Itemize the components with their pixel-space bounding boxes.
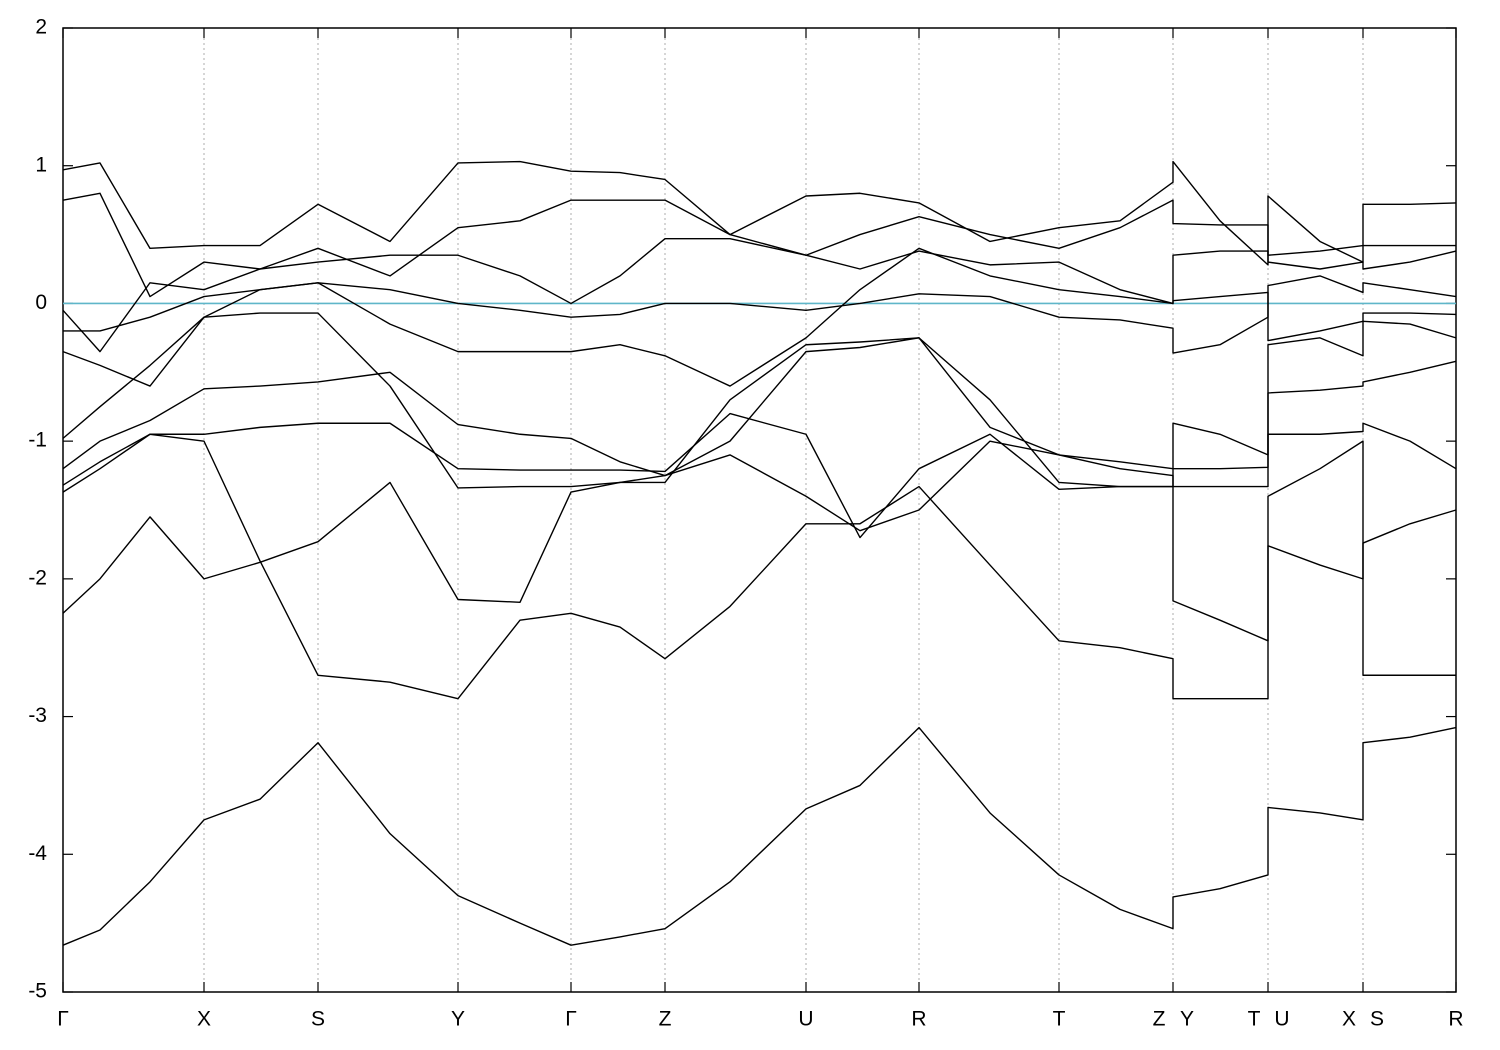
x-tick-label: S: [1370, 1008, 1384, 1031]
y-tick-label: 0: [35, 291, 47, 314]
band-line: [62, 238, 1457, 353]
y-tick-label: -5: [28, 980, 47, 1003]
x-tick-label: R: [911, 1008, 926, 1031]
y-tick-label: -4: [28, 842, 47, 865]
band-line: [62, 433, 1456, 700]
x-tick-label: R: [1448, 1008, 1463, 1031]
x-tick-label: S: [311, 1008, 325, 1031]
x-tick-label: U: [1274, 1008, 1289, 1031]
band-line: [62, 160, 1457, 266]
band-line: [62, 247, 1457, 387]
band-line: [62, 726, 1457, 946]
y-tick-label: 2: [35, 16, 47, 39]
band-line: [62, 440, 1457, 642]
band-line: [62, 312, 1457, 489]
band-line: [62, 412, 1457, 539]
x-tick-label: Γ: [565, 1008, 577, 1031]
x-tick-label: Z: [659, 1008, 672, 1031]
plot-frame: [62, 27, 1457, 993]
x-tick-label: T: [1053, 1008, 1066, 1031]
y-tick-label: -1: [28, 429, 47, 452]
x-tick-label: Y: [451, 1008, 465, 1031]
x-tick-label: T: [1248, 1008, 1261, 1031]
x-tick-label: Γ: [57, 1008, 69, 1031]
y-tick-label: -2: [28, 566, 47, 589]
x-tick-label: X: [197, 1008, 211, 1031]
y-tick-label: -3: [28, 704, 47, 727]
x-tick-label: Y: [1180, 1008, 1194, 1031]
x-tick-label: U: [798, 1008, 813, 1031]
x-tick-label: Z: [1153, 1008, 1166, 1031]
band-line: [62, 337, 1457, 477]
x-tick-label: X: [1342, 1008, 1356, 1031]
band-line: [63, 275, 1457, 354]
y-tick-label: 1: [35, 153, 47, 176]
